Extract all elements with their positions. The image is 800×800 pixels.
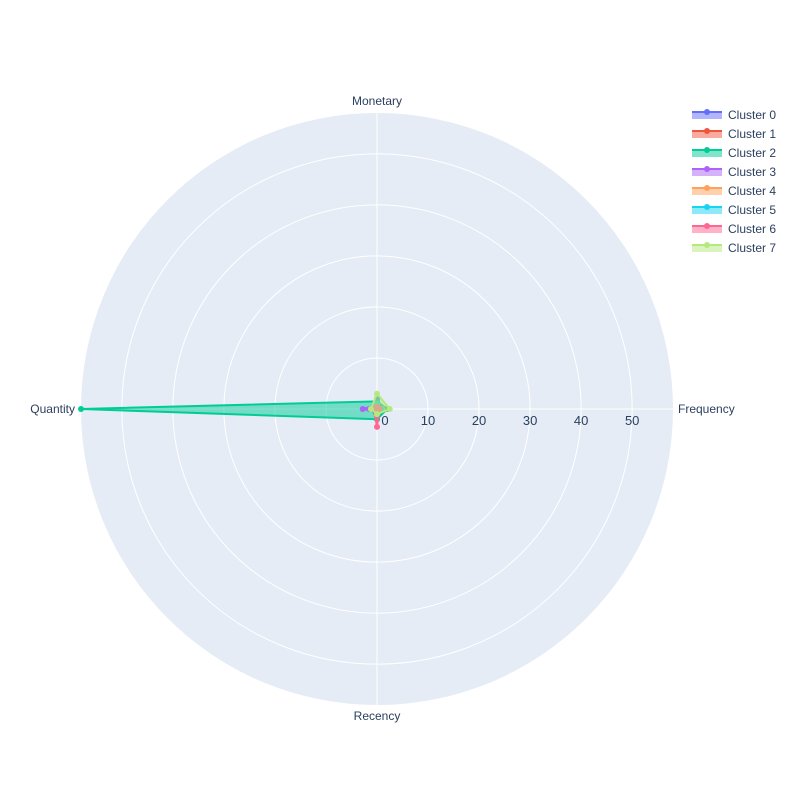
legend-swatch (692, 169, 722, 176)
legend-label: Cluster 3 (728, 165, 776, 179)
legend-marker (704, 109, 710, 115)
legend-label: Cluster 4 (728, 184, 776, 198)
legend-marker (704, 166, 710, 172)
legend-swatch (692, 112, 722, 119)
radial-tick-20: 20 (472, 413, 486, 428)
axis-label-quantity: Quantity (30, 402, 75, 416)
axis-label-frequency: Frequency (678, 402, 735, 416)
legend-marker (704, 128, 710, 134)
legend-swatch (692, 188, 722, 195)
legend-item-cluster-1[interactable]: Cluster 1 (692, 127, 776, 141)
legend-item-cluster-3[interactable]: Cluster 3 (692, 165, 776, 179)
data-point-frequency (386, 406, 393, 412)
data-point-recency (374, 423, 380, 430)
legend-swatch (692, 226, 722, 233)
legend-swatch (692, 150, 722, 157)
data-point-quantity (367, 406, 374, 412)
data-point-quantity (359, 406, 366, 412)
legend-label: Cluster 7 (728, 241, 776, 255)
legend-label: Cluster 2 (728, 146, 776, 160)
legend-item-cluster-5[interactable]: Cluster 5 (692, 203, 776, 217)
radial-tick-labels: 0 10 20 30 40 50 (381, 413, 639, 428)
series-cluster-7 (367, 390, 393, 418)
legend[interactable]: Cluster 0 Cluster 1 Cluster 2 Cluster 3 Clus… (692, 108, 776, 255)
axis-label-monetary: Monetary (352, 94, 402, 108)
radial-tick-30: 30 (523, 413, 537, 428)
axis-label-recency: Recency (354, 709, 401, 723)
legend-item-cluster-6[interactable]: Cluster 6 (692, 222, 776, 236)
radial-tick-50: 50 (625, 413, 639, 428)
angular-axis-labels: Frequency Monetary Quantity Recency (30, 94, 734, 723)
legend-label: Cluster 5 (728, 203, 776, 217)
data-point-quantity (78, 406, 84, 412)
legend-label: Cluster 6 (728, 222, 776, 236)
legend-marker (704, 185, 710, 191)
legend-marker (704, 242, 710, 248)
legend-marker (704, 204, 710, 210)
radial-tick-0: 0 (381, 413, 388, 428)
legend-marker (704, 223, 710, 229)
radial-tick-10: 10 (421, 413, 435, 428)
radial-tick-40: 40 (574, 413, 588, 428)
data-point-monetary (374, 390, 380, 397)
legend-swatch (692, 131, 722, 138)
data-point-recency (374, 411, 380, 418)
legend-item-cluster-0[interactable]: Cluster 0 (692, 108, 776, 122)
legend-item-cluster-2[interactable]: Cluster 2 (692, 146, 776, 160)
legend-swatch (692, 207, 722, 214)
legend-item-cluster-4[interactable]: Cluster 4 (692, 184, 776, 198)
legend-marker (704, 147, 710, 153)
legend-label: Cluster 1 (728, 127, 776, 141)
legend-item-cluster-7[interactable]: Cluster 7 (692, 241, 776, 255)
series-traces (78, 390, 393, 430)
legend-label: Cluster 0 (728, 108, 776, 122)
legend-swatch (692, 245, 722, 252)
